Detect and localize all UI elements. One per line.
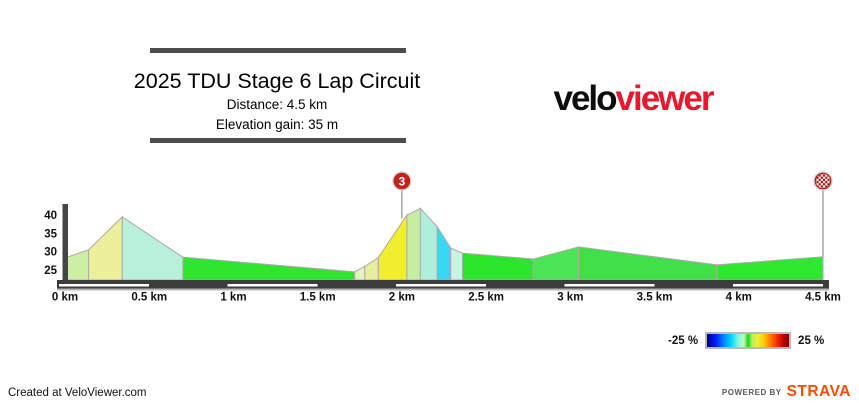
profile-segment [716,256,824,281]
created-at-credit: Created at VeloViewer.com [8,387,147,399]
profile-segment [64,249,90,281]
profile-segment [462,252,534,281]
x-axis-label: 4 km [726,292,752,304]
profile-segment [450,247,464,281]
profile-segment [406,207,421,281]
title-divider-top [150,48,406,53]
powered-by-label: POWERED BY [721,387,782,397]
profile-segment [419,207,438,281]
y-axis-label: 35 [44,228,57,240]
scale-bar-dash [59,284,150,287]
x-axis-label: 4.5 km [805,292,841,304]
y-axis-label: 25 [44,265,57,277]
legend-max-label: 25 % [798,334,825,347]
x-axis-label: 0.5 km [131,292,167,304]
scale-bar-dash [732,284,823,287]
x-axis-label: 3 km [557,292,583,304]
climb-category-marker [392,171,412,191]
profile-segment [88,215,123,281]
title-divider-bottom [150,138,406,143]
x-axis-label: 2 km [389,292,415,304]
profile-segment [182,256,356,281]
y-axis-label: 40 [44,210,57,222]
x-axis-label: 1 km [220,292,246,304]
scale-bar-edge [57,288,829,291]
veloviewer-logo: veloviewer [528,80,738,118]
profile-segment [354,265,366,281]
x-axis-label: 0 km [52,292,78,304]
scale-bar-dash [395,284,487,287]
elevation-axis [62,204,68,289]
elevation-gain-label: Elevation gain: 35 m [215,117,339,132]
profile-segment [377,213,408,281]
logo-velo-text: velo [553,79,617,118]
climb-category-number: 3 [399,174,406,188]
finish-checker-icon [815,173,831,189]
profile-segment [364,256,379,281]
scale-bar-dash [564,284,655,287]
distance-label: Distance: 4.5 km [226,97,328,112]
y-axis-label: 30 [44,247,57,259]
gradient-legend: -25 % 25 % [668,332,824,349]
profile-segment [532,246,580,281]
page-title: 2025 TDU Stage 6 Lap Circuit [133,69,421,93]
scale-bar-dash [227,284,318,287]
x-axis-label: 1.5 km [300,292,336,304]
strava-logo: STRAVA [786,383,851,400]
legend-min-label: -25 % [668,334,699,347]
x-axis-label: 3.5 km [637,292,673,304]
profile-segment [578,246,718,281]
x-axis-label: 2.5 km [468,292,504,304]
title-block: 2025 TDU Stage 6 Lap Circuit Distance: 4… [77,68,477,134]
powered-by-strava: POWERED BY STRAVA [722,383,851,401]
profile-segment [436,225,452,281]
gradient-legend-bar [705,332,792,349]
logo-viewer-text: viewer [615,79,715,118]
profile-segment [121,215,184,281]
